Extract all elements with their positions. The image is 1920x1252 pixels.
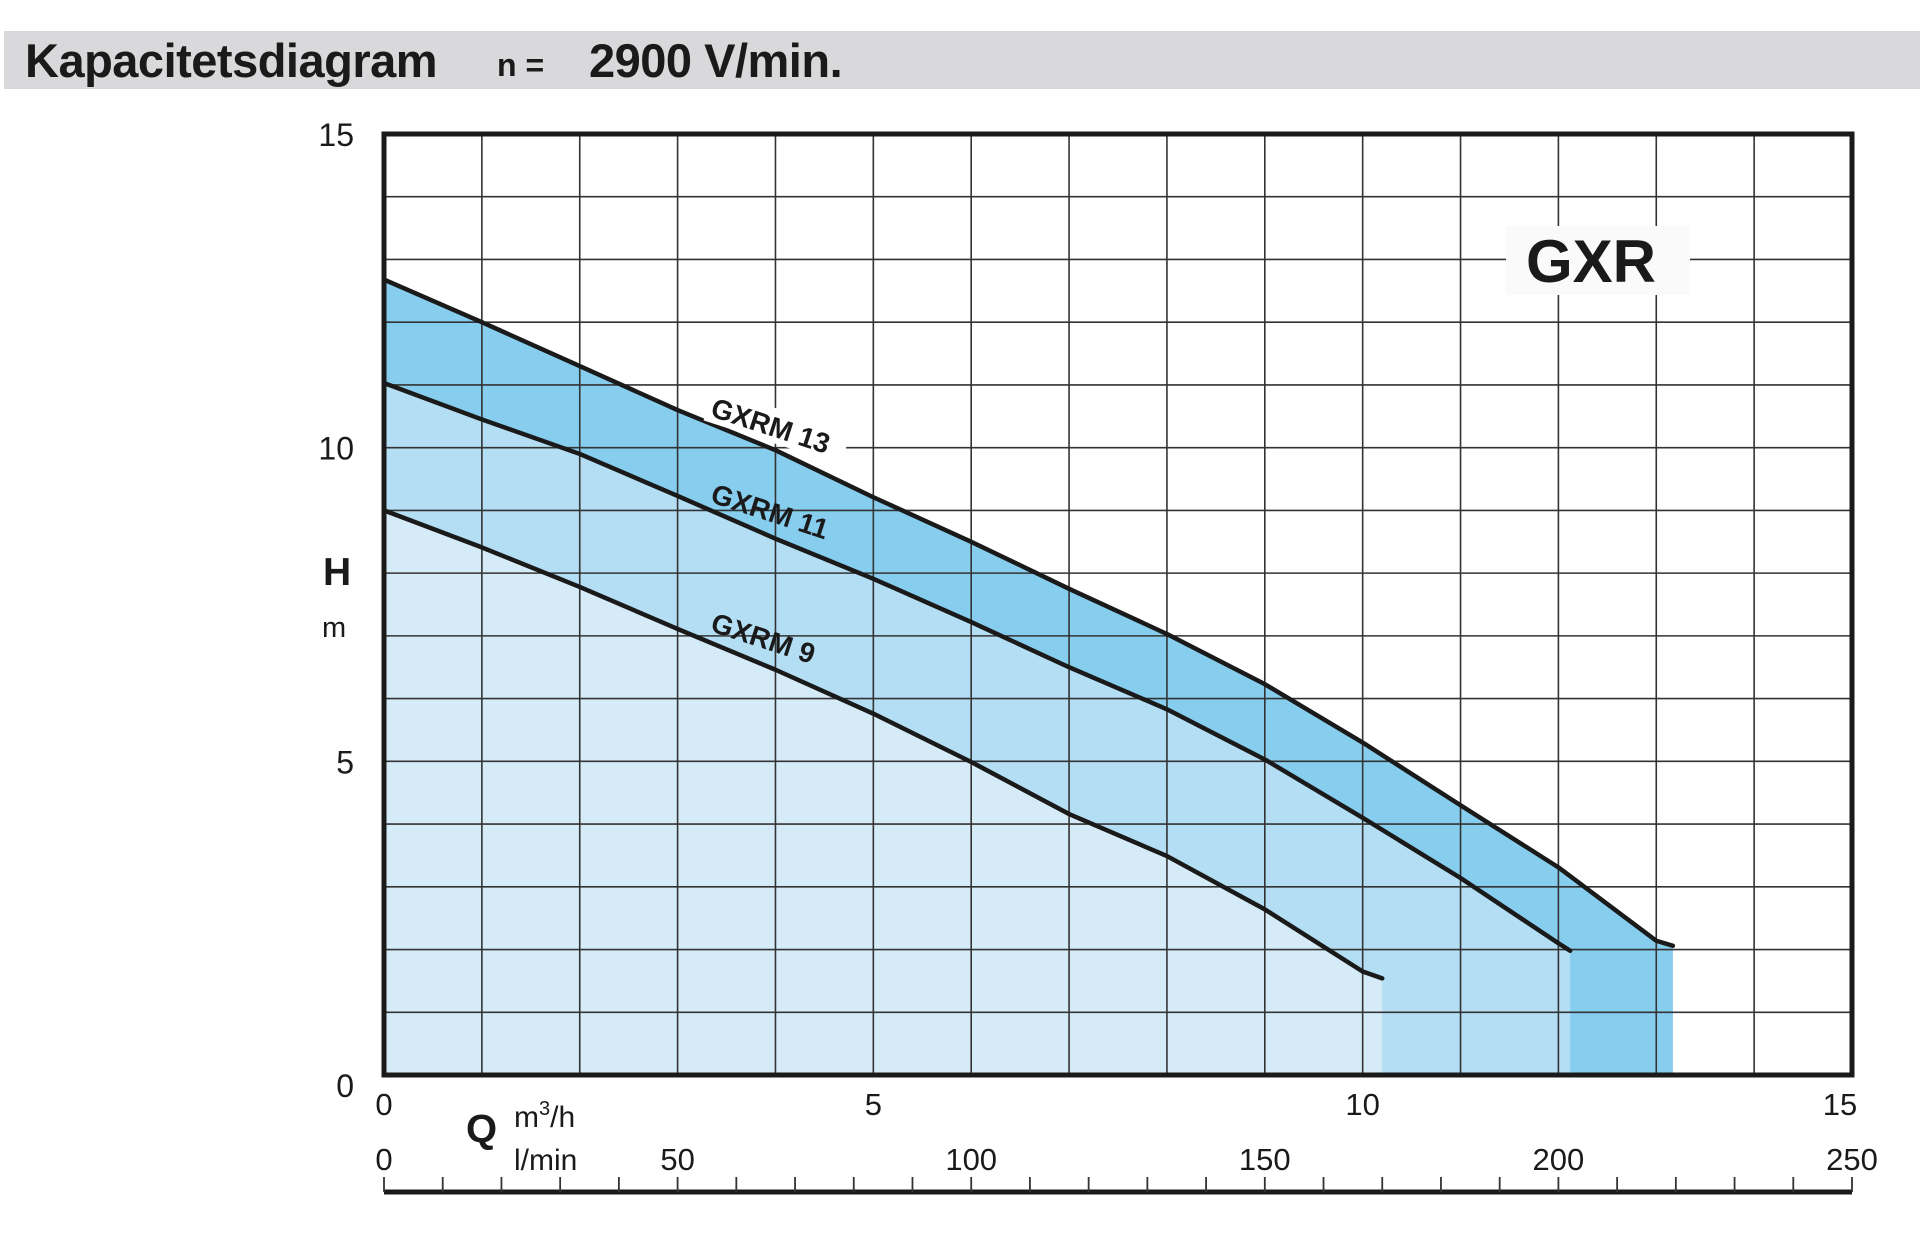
x-tick-label: 10 <box>1345 1087 1379 1122</box>
x-unit-sup: 3 <box>539 1098 550 1120</box>
x2-tick-labels: 0 50 100 150 200 250 <box>375 1142 1877 1177</box>
speed-value: 2900 V/min. <box>589 34 843 87</box>
x2-tick-label: 200 <box>1533 1142 1585 1177</box>
y-tick-label: 5 <box>336 744 354 780</box>
x2-tick-label: 0 <box>375 1142 392 1177</box>
y-tick-label: 10 <box>318 431 354 467</box>
x2-tick-label: 150 <box>1239 1142 1291 1177</box>
y-tick-labels: 0 5 10 15 <box>318 117 354 1104</box>
y-tick-label: 15 <box>318 117 354 153</box>
y-axis-label: H <box>323 551 351 594</box>
x2-tick-label: 100 <box>945 1142 997 1177</box>
secondary-x-axis <box>383 1177 1853 1195</box>
curve-gxrm-11 <box>381 380 1573 954</box>
x-axis-label: Q <box>466 1107 497 1151</box>
plot-frame <box>381 131 1855 1078</box>
curve-gxrm-13 <box>381 277 1676 949</box>
x-tick-label: 0 <box>375 1087 392 1122</box>
x-axis-unit-primary: m3/h <box>514 1098 575 1134</box>
x-unit-base: m <box>514 1101 539 1134</box>
curve-fills <box>384 279 1673 1075</box>
y-axis-unit: m <box>322 612 346 644</box>
y-tick-label: 0 <box>336 1068 354 1104</box>
model-label: GXR <box>1526 228 1656 295</box>
title-bar <box>4 31 1920 89</box>
x-axis-unit-secondary: l/min <box>514 1144 577 1177</box>
x-tick-label: 5 <box>865 1087 882 1122</box>
grid-lines <box>384 134 1852 1075</box>
area-fill-gxrm-9 <box>384 510 1383 1075</box>
x2-tick-label: 250 <box>1826 1142 1878 1177</box>
curve-gxrm-9 <box>381 508 1385 981</box>
curve-lines <box>381 277 1676 981</box>
x-tick-label: 15 <box>1823 1087 1857 1122</box>
x2-tick-label: 50 <box>660 1142 694 1177</box>
x-unit-tail: /h <box>550 1101 575 1134</box>
chart-title: Kapacitetsdiagram <box>25 34 438 87</box>
speed-prefix: n = <box>497 47 545 83</box>
x-tick-labels: 0 5 10 15 <box>375 1087 1857 1122</box>
model-label-box <box>1506 226 1690 295</box>
